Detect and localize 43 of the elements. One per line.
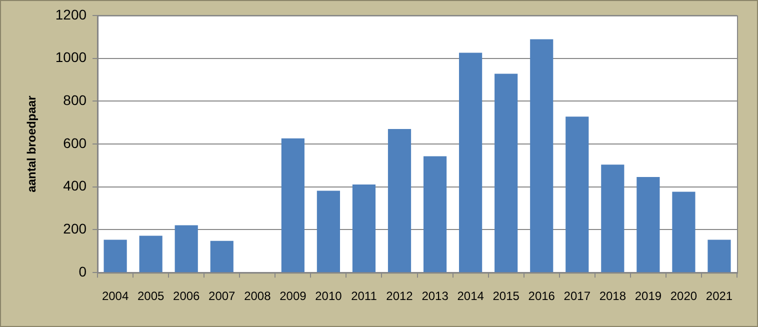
- bar: [388, 128, 412, 272]
- x-tick-label: 2010: [315, 289, 342, 304]
- bar: [566, 116, 589, 272]
- x-tick-label: 2008: [244, 289, 272, 304]
- x-tick-label: 2015: [492, 289, 520, 304]
- y-tick-label: 200: [63, 220, 87, 237]
- bar: [494, 74, 518, 272]
- bar: [352, 184, 376, 272]
- x-tick-label: 2011: [351, 289, 378, 304]
- x-tick-label: 2019: [634, 289, 662, 304]
- x-tick-label: 2014: [457, 289, 484, 304]
- x-tick-label: 2006: [173, 289, 200, 304]
- y-tick-label: 1200: [55, 6, 87, 22]
- x-tick-label: 2017: [564, 289, 591, 304]
- y-tick-label: 0: [78, 263, 87, 280]
- x-tick-label: 2005: [137, 289, 164, 304]
- y-tick-label: 600: [63, 134, 87, 151]
- y-tick-label: 800: [63, 92, 87, 108]
- bar: [210, 240, 234, 272]
- x-tick-label: 2013: [422, 289, 449, 304]
- y-tick-label: 1000: [55, 49, 87, 66]
- x-tick-label: 2009: [280, 289, 307, 304]
- x-tick-label: 2012: [386, 289, 414, 304]
- bar: [459, 52, 482, 272]
- bar: [281, 138, 304, 272]
- y-axis-title: aantal broedpaar: [24, 95, 39, 192]
- x-tick-label: 2021: [706, 289, 733, 304]
- bar: [672, 192, 696, 272]
- bar: [139, 236, 162, 272]
- bar: [601, 164, 624, 272]
- bar: [708, 240, 731, 272]
- y-tick-label: 400: [63, 178, 87, 194]
- bar: [316, 190, 340, 272]
- x-tick-label: 2018: [599, 289, 626, 304]
- bar: [423, 156, 447, 272]
- x-tick-label: 2016: [528, 289, 556, 304]
- x-tick-label: 2020: [670, 289, 698, 304]
- x-tick-label: 2004: [102, 289, 129, 304]
- bar: [174, 225, 198, 272]
- bar: [636, 177, 660, 272]
- bar: [104, 240, 127, 272]
- bar: [530, 39, 554, 272]
- x-tick-label: 2007: [208, 289, 236, 304]
